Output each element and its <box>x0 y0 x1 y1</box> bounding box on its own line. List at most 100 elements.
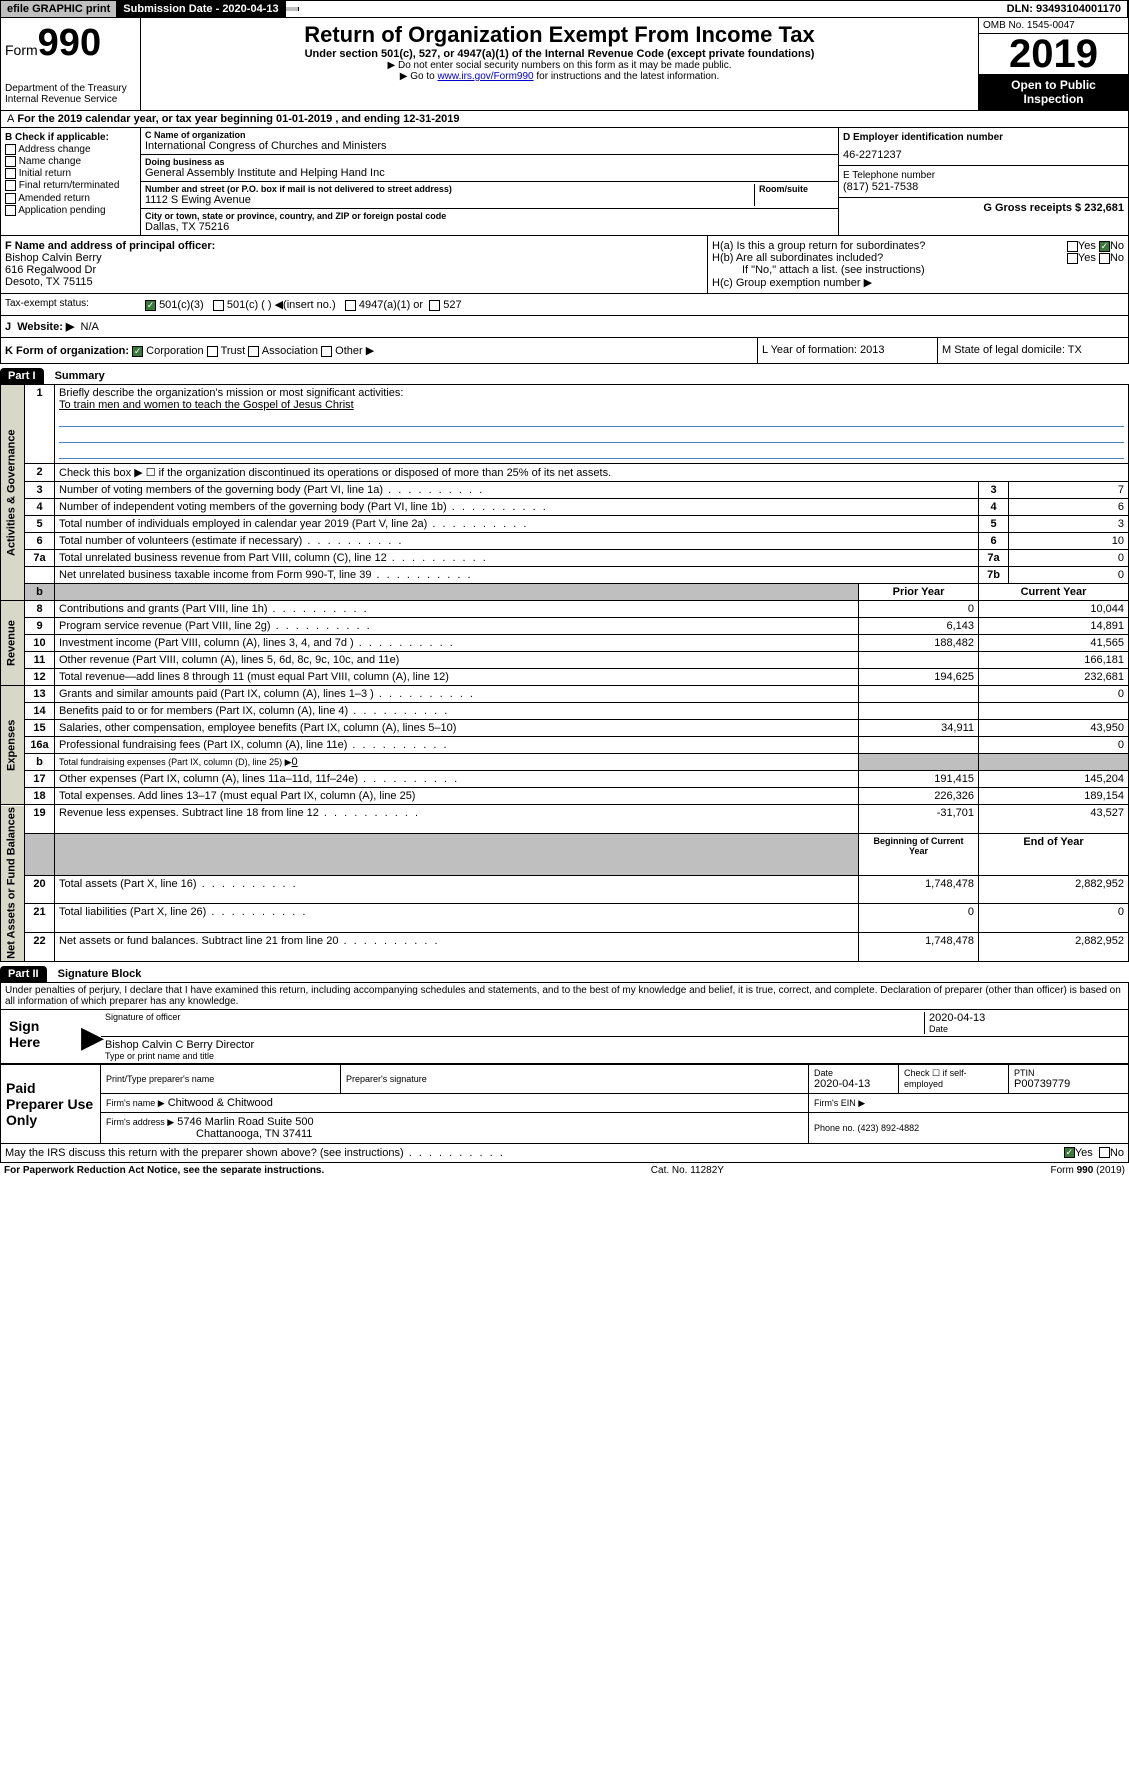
discuss-label: May the IRS discuss this return with the… <box>5 1147 505 1159</box>
form-label-footer: Form 990 (2019) <box>1051 1165 1125 1176</box>
officer-label: F Name and address of principal officer: <box>5 240 703 252</box>
ha-no[interactable]: No <box>1110 240 1124 252</box>
check-amended[interactable]: Amended return <box>5 193 136 204</box>
k-l-m-row: K Form of organization: ✓ Corporation Tr… <box>0 338 1129 364</box>
instructions-link[interactable]: www.irs.gov/Form990 <box>437 71 533 82</box>
l20-label: Total assets (Part X, line 16) <box>59 878 298 890</box>
officer-name: Bishop Calvin Berry <box>5 252 703 264</box>
check-final[interactable]: Final return/terminated <box>5 180 136 191</box>
c14 <box>979 703 1129 720</box>
l17-label: Other expenses (Part IX, column (A), lin… <box>59 773 459 785</box>
signature-section: Sign Here ▶ Signature of officer 2020-04… <box>0 1010 1129 1064</box>
firm-ein-label: Firm's EIN ▶ <box>814 1098 865 1108</box>
check-address[interactable]: Address change <box>5 144 136 155</box>
ssn-note: ▶ Do not enter social security numbers o… <box>145 60 974 71</box>
org-name-label: C Name of organization <box>145 130 834 140</box>
l3-label: Number of voting members of the governin… <box>59 484 484 496</box>
l12-label: Total revenue—add lines 8 through 11 (mu… <box>55 669 859 686</box>
hb-label: H(b) Are all subordinates included? <box>712 252 883 264</box>
c13: 0 <box>979 686 1129 703</box>
city-cell: City or town, state or province, country… <box>141 209 838 235</box>
submission-date-spacer <box>286 7 299 11</box>
l16b-value: 0 <box>292 756 298 768</box>
efile-print-button[interactable]: efile GRAPHIC print <box>1 1 117 17</box>
c12: 232,681 <box>979 669 1129 686</box>
check-4947[interactable] <box>345 300 356 311</box>
l15-label: Salaries, other compensation, employee b… <box>55 720 859 737</box>
paperwork-notice: For Paperwork Reduction Act Notice, see … <box>4 1165 324 1176</box>
open-public: Open to Public Inspection <box>979 74 1128 110</box>
department: Department of the Treasury Internal Reve… <box>5 83 136 105</box>
firm-addr2: Chattanooga, TN 37411 <box>106 1128 312 1140</box>
p11 <box>859 652 979 669</box>
firm-addr-label: Firm's address ▶ <box>106 1117 174 1127</box>
c16a: 0 <box>979 737 1129 754</box>
firm-name-label: Firm's name ▶ <box>106 1098 165 1108</box>
assoc-label: Association <box>262 345 318 357</box>
trust-label: Trust <box>221 345 246 357</box>
ha-label: H(a) Is this a group return for subordin… <box>712 240 925 252</box>
v7b: 0 <box>1009 567 1129 584</box>
website-row: J Website: ▶ N/A <box>0 316 1129 338</box>
check-trust[interactable] <box>207 346 218 357</box>
v6: 10 <box>1009 533 1129 550</box>
firm-name: Chitwood & Chitwood <box>168 1097 273 1109</box>
footer: For Paperwork Reduction Act Notice, see … <box>0 1163 1129 1178</box>
sign-here-label: Sign Here <box>1 1010 81 1063</box>
ha-yes[interactable]: Yes <box>1078 240 1096 252</box>
check-pending[interactable]: Application pending <box>5 205 136 216</box>
dba-name: General Assembly Institute and Helping H… <box>145 167 834 179</box>
check-corp[interactable]: ✓ <box>132 346 143 357</box>
corp-label: Corporation <box>146 345 203 357</box>
l18-label: Total expenses. Add lines 13–17 (must eq… <box>55 788 859 805</box>
c10: 41,565 <box>979 635 1129 652</box>
l10-label: Investment income (Part VIII, column (A)… <box>59 637 455 649</box>
l8-label: Contributions and grants (Part VIII, lin… <box>59 603 369 615</box>
form-num: 990 <box>38 22 101 64</box>
side-revenue: Revenue <box>1 601 25 686</box>
p16a <box>859 737 979 754</box>
p12: 194,625 <box>859 669 979 686</box>
info-grid: B Check if applicable: Address change Na… <box>0 128 1129 236</box>
firm-addr: 5746 Marlin Road Suite 500 <box>177 1116 313 1128</box>
check-name[interactable]: Name change <box>5 156 136 167</box>
check-other[interactable] <box>321 346 332 357</box>
tax-year: 2019 <box>979 34 1128 74</box>
l5-label: Total number of individuals employed in … <box>59 518 528 530</box>
part1-title: Summary <box>55 370 105 382</box>
l16b-label: Total fundraising expenses (Part IX, col… <box>59 757 292 767</box>
street-address: 1112 S Ewing Avenue <box>145 194 754 206</box>
l7a-label: Total unrelated business revenue from Pa… <box>59 552 488 564</box>
website-label: Website: ▶ <box>17 321 74 333</box>
discuss-yes-check[interactable]: ✓ <box>1064 1147 1075 1158</box>
p18: 226,326 <box>859 788 979 805</box>
l14-label: Benefits paid to or for members (Part IX… <box>59 705 449 717</box>
discuss-row: May the IRS discuss this return with the… <box>0 1144 1129 1163</box>
side-governance: Activities & Governance <box>1 385 25 601</box>
mission-text: To train men and women to teach the Gosp… <box>59 399 354 411</box>
state-domicile: M State of legal domicile: TX <box>938 338 1128 363</box>
hb-no[interactable]: No <box>1110 252 1124 264</box>
c19: 43,527 <box>979 805 1129 834</box>
other-label: Other ▶ <box>335 345 374 357</box>
part2-header: Part II Signature Block <box>0 962 1129 982</box>
officer-group-row: F Name and address of principal officer:… <box>0 236 1129 294</box>
discuss-no-check[interactable] <box>1099 1147 1110 1158</box>
tax-status-row: Tax-exempt status: ✓ 501(c)(3) 501(c) ( … <box>0 294 1129 316</box>
self-employed-check[interactable]: Check ☐ if self-employed <box>899 1064 1009 1093</box>
kform-label: K Form of organization: <box>5 345 129 357</box>
check-assoc[interactable] <box>248 346 259 357</box>
phone-cell: E Telephone number (817) 521-7538 <box>839 166 1128 198</box>
arrow-icon: ▶ <box>81 1010 101 1063</box>
check-initial[interactable]: Initial return <box>5 168 136 179</box>
hb-yes[interactable]: Yes <box>1078 252 1096 264</box>
l22-label: Net assets or fund balances. Subtract li… <box>59 935 440 947</box>
check-527[interactable] <box>429 300 440 311</box>
check-501c3[interactable]: ✓ <box>145 300 156 311</box>
check-501c[interactable] <box>213 300 224 311</box>
c11: 166,181 <box>979 652 1129 669</box>
l1-label: Briefly describe the organization's miss… <box>59 387 403 399</box>
box-f: F Name and address of principal officer:… <box>1 236 708 293</box>
paid-preparer-label: Paid Preparer Use Only <box>1 1064 101 1143</box>
527-label: 527 <box>443 299 461 311</box>
